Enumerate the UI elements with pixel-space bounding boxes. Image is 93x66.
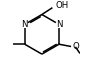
Text: N: N xyxy=(21,20,28,29)
Text: N: N xyxy=(56,20,62,29)
Text: OH: OH xyxy=(56,1,69,10)
Text: O: O xyxy=(73,42,80,51)
